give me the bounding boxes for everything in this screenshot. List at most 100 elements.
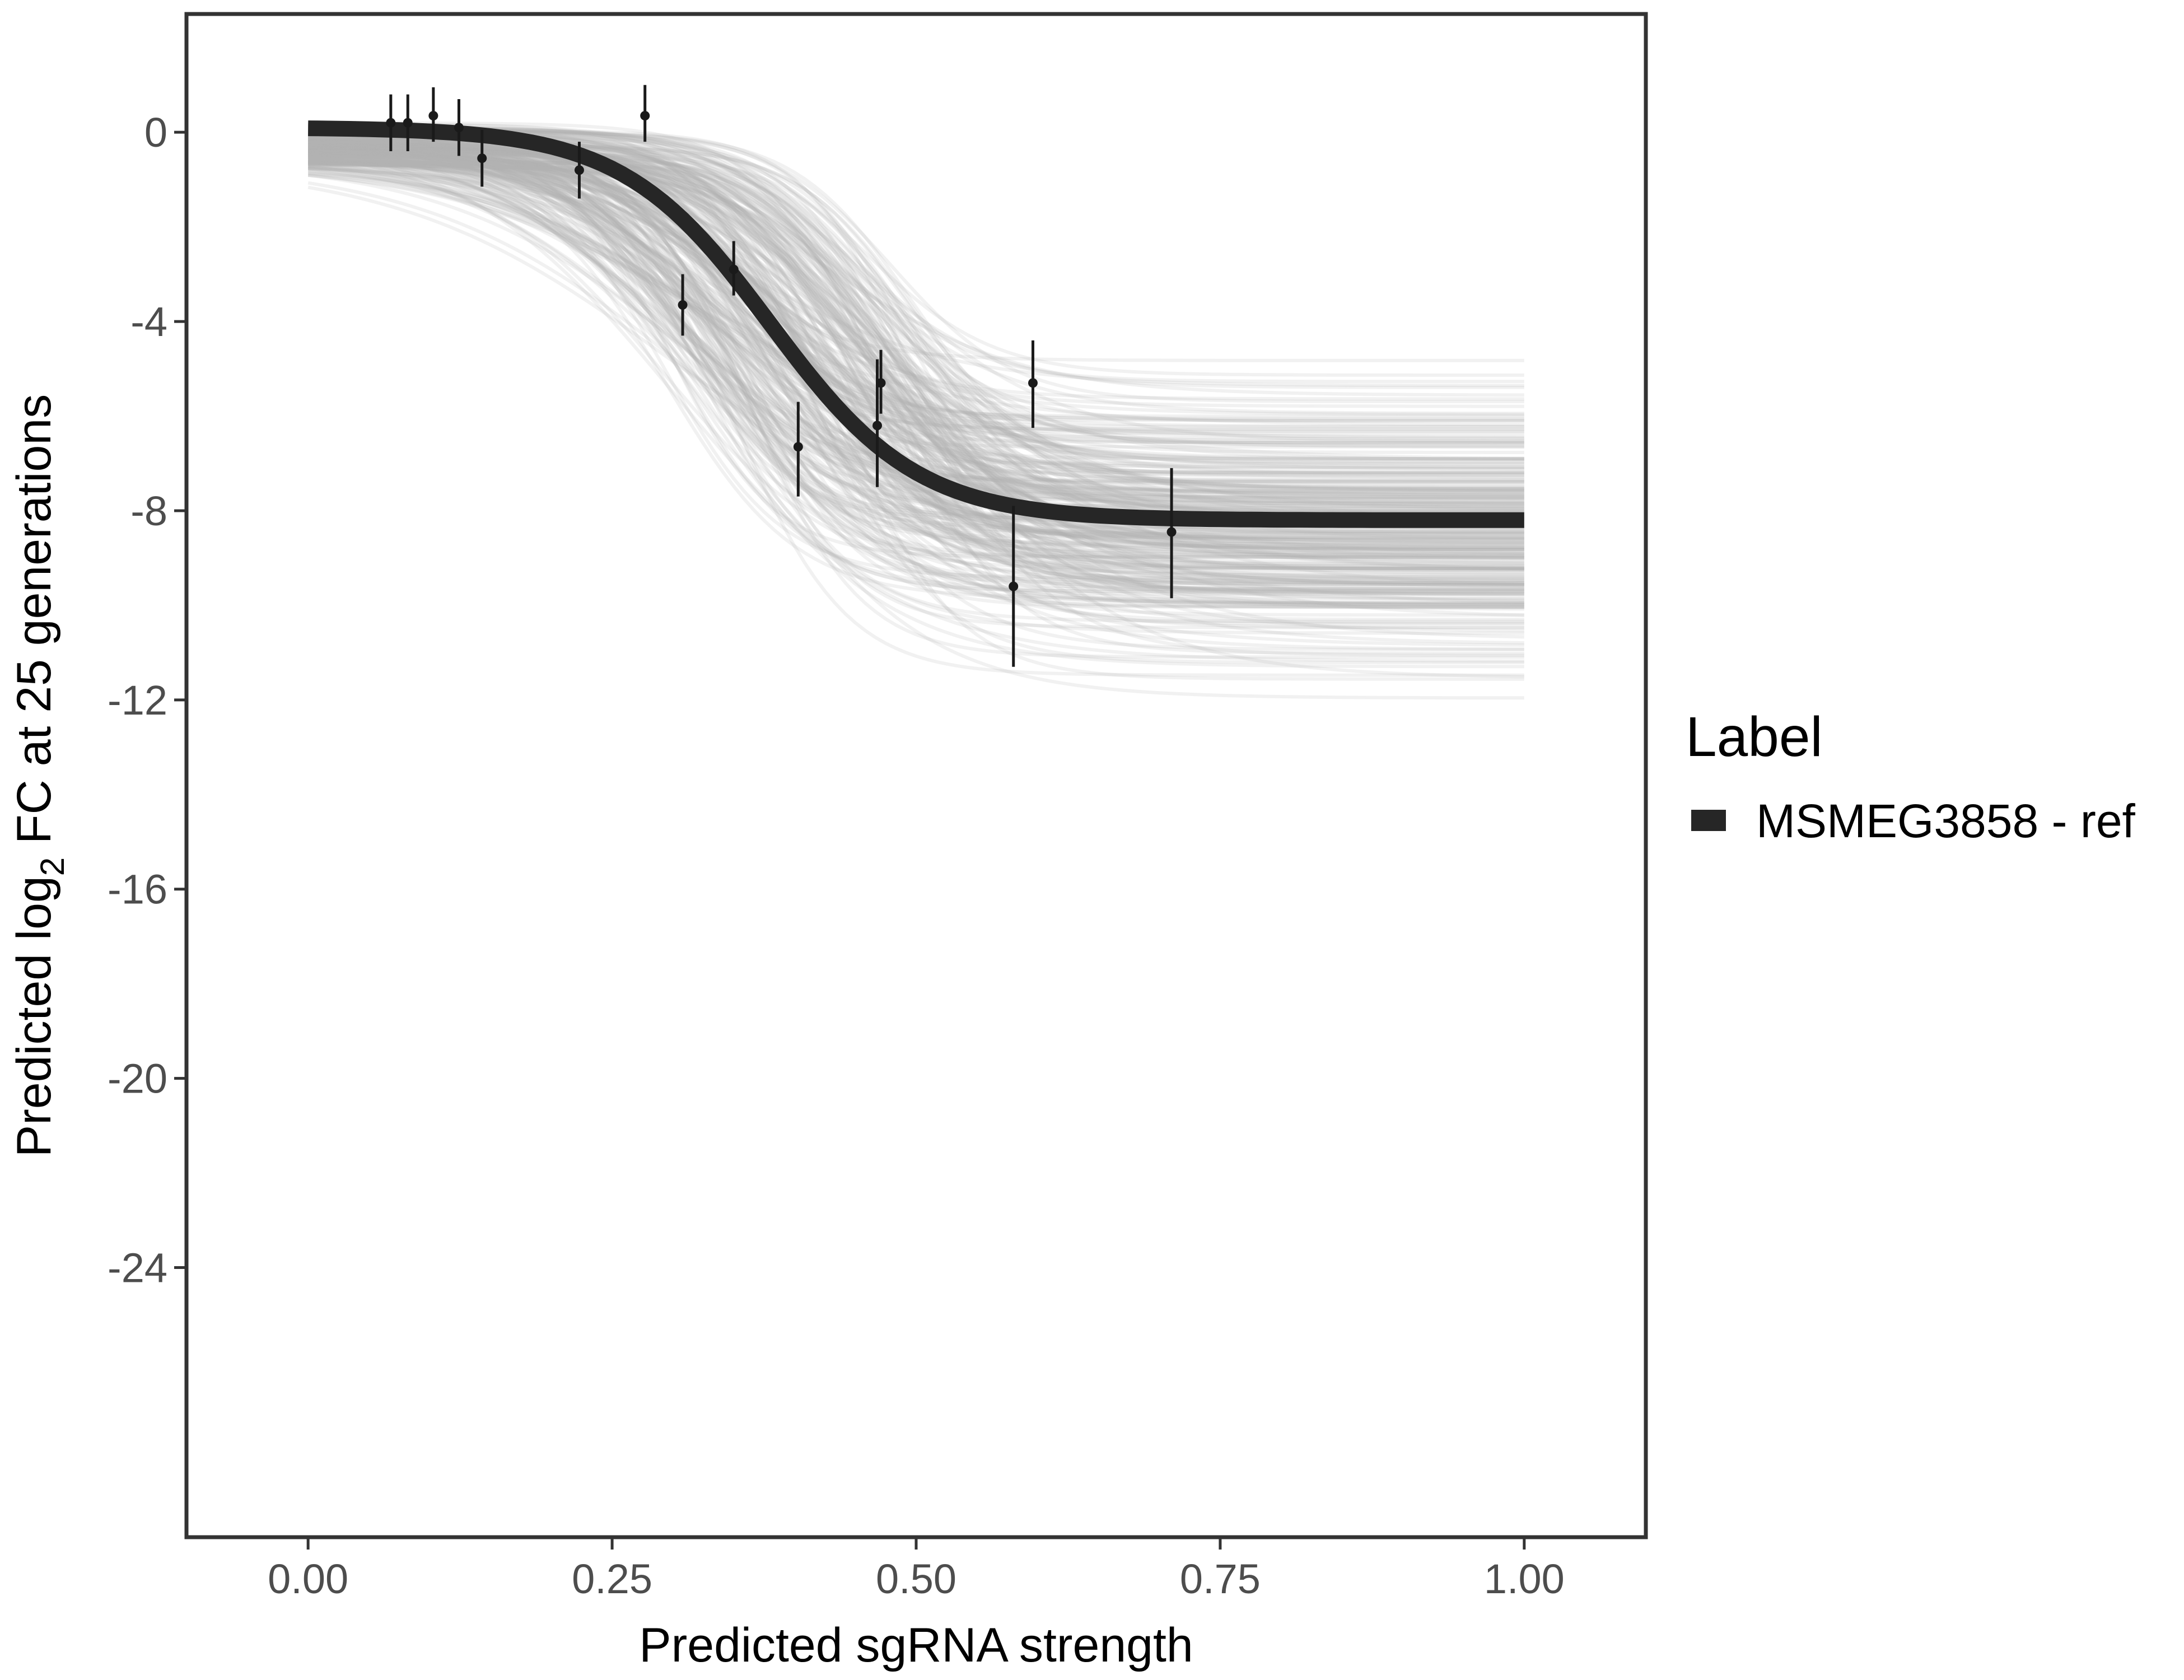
data-point: [876, 349, 886, 414]
posterior-curve: [308, 148, 1524, 401]
posterior-curve: [308, 142, 1524, 561]
posterior-curve: [308, 150, 1524, 545]
point-marker: [454, 123, 464, 133]
posterior-curve: [308, 139, 1524, 700]
data-point: [793, 402, 803, 497]
posterior-curve: [308, 142, 1524, 540]
posterior-curve: [308, 158, 1524, 477]
posterior-curve: [308, 155, 1524, 461]
posterior-curve: [308, 149, 1524, 500]
posterior-curve: [308, 164, 1524, 464]
point-marker: [678, 300, 688, 310]
posterior-curve: [308, 148, 1524, 549]
posterior-curve: [308, 156, 1524, 609]
posterior-curve: [308, 156, 1524, 449]
posterior-curve: [308, 130, 1524, 565]
posterior-curve: [308, 144, 1524, 471]
posterior-curve: [308, 150, 1524, 384]
y-axis-title-suffix: FC at 25 generations: [7, 394, 61, 857]
posterior-curve: [308, 148, 1524, 659]
posterior-curve: [308, 153, 1524, 550]
posterior-curve: [308, 128, 1524, 445]
legend: Label MSMEG3858 - ref: [1686, 706, 2136, 847]
posterior-curve: [307, 173, 1524, 440]
posterior-curve: [307, 167, 1524, 594]
posterior-curve: [308, 146, 1524, 491]
posterior-curve: [308, 147, 1524, 586]
posterior-curve: [308, 149, 1524, 461]
posterior-curve: [308, 155, 1524, 475]
posterior-curve: [308, 150, 1524, 536]
posterior-curve: [308, 157, 1524, 441]
posterior-curve: [308, 134, 1524, 362]
y-tick-label: -24: [108, 1245, 167, 1291]
posterior-curve: [308, 160, 1524, 591]
posterior-curve: [308, 158, 1524, 513]
y-tick-label: -4: [130, 298, 167, 345]
posterior-curve: [308, 153, 1524, 608]
posterior-curve: [308, 125, 1524, 609]
posterior-curve: [308, 143, 1524, 500]
point-marker: [574, 165, 584, 175]
y-tick-label: -12: [108, 677, 167, 724]
posterior-curve: [308, 154, 1524, 580]
data-point: [386, 94, 396, 151]
data-point: [1028, 340, 1038, 428]
posterior-curve: [308, 147, 1524, 530]
posterior-curve: [308, 145, 1524, 445]
plot-background: [186, 14, 1646, 1537]
data-point: [1166, 468, 1177, 599]
posterior-curve: [308, 148, 1524, 461]
posterior-curve: [307, 168, 1524, 507]
posterior-curve: [308, 152, 1524, 590]
posterior-curve: [308, 144, 1524, 578]
data-point: [678, 274, 688, 336]
posterior-curve: [308, 162, 1524, 559]
posterior-curve: [308, 148, 1524, 474]
posterior-curve: [308, 145, 1524, 491]
data-point: [1009, 506, 1019, 667]
posterior-curve: [308, 130, 1524, 431]
x-tick-label: 0.00: [268, 1556, 348, 1602]
point-marker: [386, 118, 396, 128]
fit-curve-layer: [308, 120, 1524, 528]
posterior-curve: [308, 127, 1524, 591]
posterior-curve: [308, 134, 1524, 556]
posterior-curve: [308, 143, 1524, 460]
posterior-curve: [308, 128, 1524, 514]
posterior-curve: [308, 143, 1524, 416]
plot-panel-border: [184, 12, 1648, 1539]
y-tick-label: -16: [108, 866, 167, 913]
posterior-curve: [308, 138, 1524, 679]
posterior-curve: [308, 141, 1524, 606]
posterior-curve: [308, 162, 1524, 571]
posterior-curve: [307, 160, 1524, 466]
posterior-curve: [308, 125, 1524, 606]
posterior-curve: [308, 127, 1524, 536]
posterior-curve: [308, 153, 1524, 552]
x-tick-label: 0.25: [572, 1556, 652, 1602]
point-marker: [876, 378, 886, 388]
posterior-curve: [308, 161, 1524, 554]
posterior-curve: [308, 145, 1524, 508]
posterior-curve: [308, 162, 1524, 500]
posterior-curve: [307, 173, 1524, 469]
posterior-curve: [308, 157, 1524, 552]
posterior-curve: [308, 158, 1524, 604]
posterior-curve: [308, 146, 1524, 540]
posterior-curve: [307, 169, 1524, 647]
posterior-curve: [308, 124, 1524, 496]
posterior-curve: [308, 167, 1524, 571]
posterior-curve: [308, 165, 1524, 600]
posterior-curve: [308, 145, 1524, 550]
posterior-curve: [307, 167, 1524, 602]
posterior-curve: [308, 142, 1524, 547]
posterior-curve: [308, 149, 1524, 665]
posterior-curve: [307, 174, 1524, 534]
posterior-curve: [307, 151, 1524, 556]
posterior-curve: [308, 162, 1524, 460]
x-tick-label: 0.75: [1180, 1556, 1261, 1602]
point-marker: [640, 111, 650, 121]
posterior-curve: [308, 148, 1524, 558]
posterior-curve: [308, 127, 1524, 551]
